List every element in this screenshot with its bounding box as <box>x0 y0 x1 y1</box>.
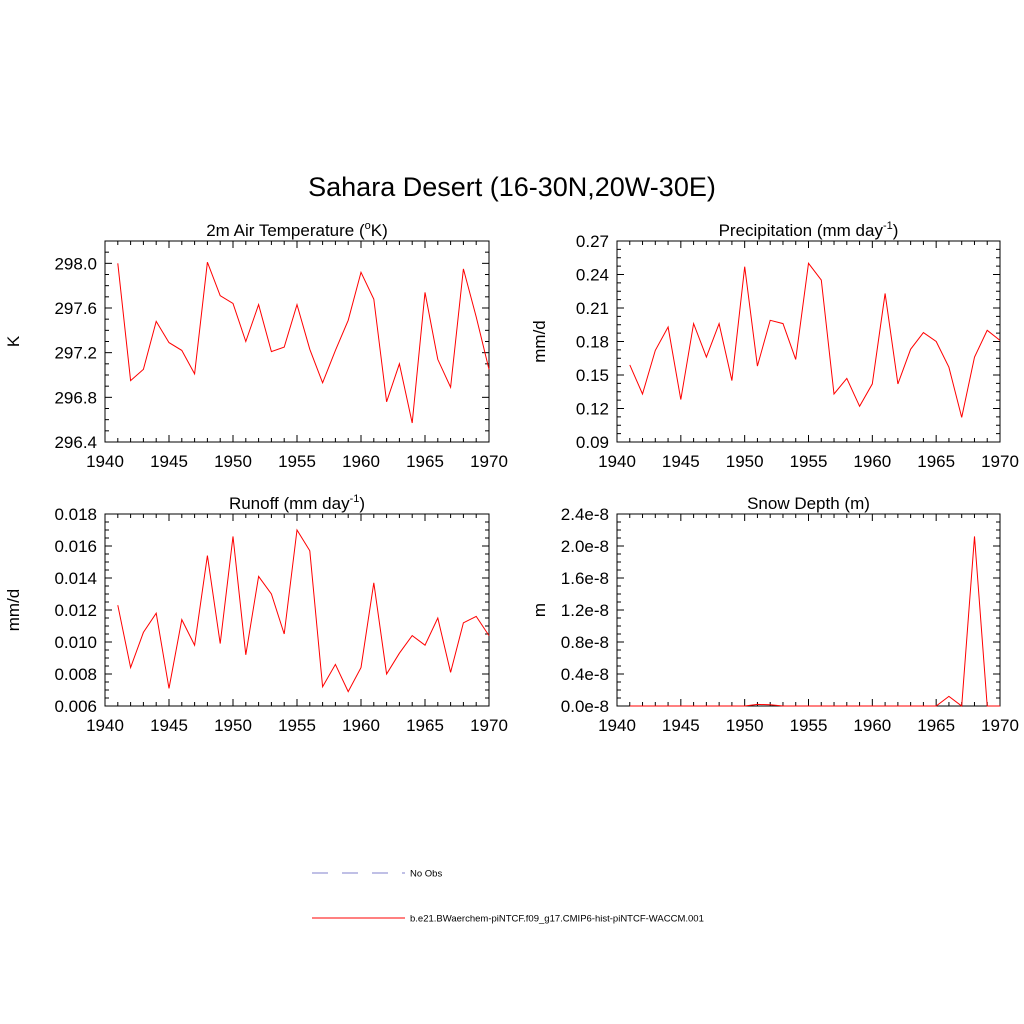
x-tick-label: 1940 <box>86 452 124 471</box>
y-axis-label: m <box>530 603 549 617</box>
y-tick-label: 0.018 <box>54 505 97 524</box>
y-tick-label: 296.4 <box>54 433 97 452</box>
x-tick-label: 1965 <box>917 452 955 471</box>
y-tick-label: 0.8e-8 <box>561 633 609 652</box>
panel-temperature: 1940 1945 1950 1955 1960 1965 1970 296.4 296.8 29… <box>4 220 508 471</box>
y-tick-label: 0.016 <box>54 537 97 556</box>
panels-group: 1940 1945 1950 1955 1960 1965 1970 296.4 296.8 29… <box>4 220 1019 735</box>
series-line-runoff <box>117 528 490 693</box>
y-tick-label: 296.8 <box>54 388 97 407</box>
x-tick-label: 1950 <box>726 452 764 471</box>
legend-label-model: b.e21.BWaerchem-piNTCF.f09_g17.CMIP6-his… <box>410 914 704 925</box>
y-tick-label: 2.4e-8 <box>561 505 609 524</box>
y-tick-label: 0.12 <box>576 400 609 419</box>
panel-title: Runoff (mm day-1) <box>229 493 365 513</box>
x-tick-label: 1945 <box>662 452 700 471</box>
panel-title-main: Precipitation (mm day <box>719 221 884 240</box>
y-tick-label: 2.0e-8 <box>561 537 609 556</box>
panel-title: Snow Depth (m) <box>747 494 870 513</box>
y-tick-label: 0.27 <box>576 232 609 251</box>
y-tick-label: 0.24 <box>576 266 609 285</box>
x-tick-label: 1955 <box>278 716 316 735</box>
x-tick-label: 1970 <box>981 716 1019 735</box>
series-line-temperature <box>117 262 490 424</box>
x-tick-label: 1945 <box>150 716 188 735</box>
panel-title: 2m Air Temperature (oK) <box>206 220 388 240</box>
x-tick-label: 1945 <box>662 716 700 735</box>
x-tick-label: 1950 <box>214 716 252 735</box>
panel-snow-depth: 1940 1945 1950 1955 1960 1965 1970 0.0e-8 0.4e-8… <box>530 494 1019 735</box>
y-tick-label: 0.0e-8 <box>561 697 609 716</box>
y-tick-label: 297.2 <box>54 344 97 363</box>
panel-title-superscript: -1 <box>350 493 360 505</box>
y-tick-label: 0.4e-8 <box>561 665 609 684</box>
panel-title-superscript: o <box>365 220 371 232</box>
panel-title-main: Runoff (mm day <box>229 494 350 513</box>
x-tick-label: 1965 <box>917 716 955 735</box>
panel-runoff: 1940 1945 1950 1955 1960 1965 1970 0.006 0.008 0.… <box>4 493 508 735</box>
y-tick-label: 0.18 <box>576 333 609 352</box>
y-tick-label: 0.09 <box>576 433 609 452</box>
x-tick-label: 1965 <box>406 452 444 471</box>
x-tick-label: 1945 <box>150 452 188 471</box>
x-tick-label: 1960 <box>853 452 891 471</box>
x-tick-label: 1970 <box>470 452 508 471</box>
x-tick-label: 1965 <box>406 716 444 735</box>
y-tick-label: 298.0 <box>54 254 97 273</box>
series-line-precipitation <box>629 262 1001 418</box>
x-tick-label: 1940 <box>86 716 124 735</box>
x-tick-label: 1955 <box>278 452 316 471</box>
y-tick-label: 0.012 <box>54 601 97 620</box>
y-tick-label: 0.006 <box>54 697 97 716</box>
x-tick-label: 1960 <box>342 452 380 471</box>
panel-precipitation: 1940 1945 1950 1955 1960 1965 1970 0.09 0.12 0.15… <box>530 220 1019 471</box>
series-line-snow-depth <box>629 536 1000 707</box>
panel-title-end: ) <box>893 221 899 240</box>
panel-title-superscript: -1 <box>883 220 893 232</box>
y-tick-label: 297.6 <box>54 299 97 318</box>
y-tick-label: 1.6e-8 <box>561 569 609 588</box>
x-tick-label: 1950 <box>214 452 252 471</box>
panel-title-main: Snow Depth (m) <box>747 494 870 513</box>
legend: No Obs b.e21.BWaerchem-piNTCF.f09_g17.CM… <box>312 869 704 925</box>
y-axis-label: mm/d <box>530 320 549 363</box>
y-axis-label: K <box>4 335 23 347</box>
figure-title: Sahara Desert (16-30N,20W-30E) <box>308 172 716 202</box>
x-tick-label: 1950 <box>726 716 764 735</box>
x-tick-label: 1955 <box>790 716 828 735</box>
panel-title-end: ) <box>359 494 365 513</box>
x-tick-label: 1960 <box>853 716 891 735</box>
panel-title: Precipitation (mm day-1) <box>719 220 899 240</box>
x-tick-label: 1955 <box>790 452 828 471</box>
panel-title-end: K) <box>371 221 388 240</box>
y-tick-label: 0.008 <box>54 665 97 684</box>
x-tick-label: 1960 <box>342 716 380 735</box>
y-tick-label: 1.2e-8 <box>561 601 609 620</box>
x-tick-label: 1940 <box>598 716 636 735</box>
y-tick-label: 0.014 <box>54 569 97 588</box>
y-tick-label: 0.010 <box>54 633 97 652</box>
x-tick-label: 1970 <box>470 716 508 735</box>
y-tick-label: 0.21 <box>576 299 609 318</box>
panel-title-main: 2m Air Temperature ( <box>206 221 365 240</box>
y-axis-label: mm/d <box>4 589 23 632</box>
x-tick-label: 1940 <box>598 452 636 471</box>
legend-label-no-obs: No Obs <box>410 869 442 880</box>
y-tick-label: 0.15 <box>576 366 609 385</box>
x-tick-label: 1970 <box>981 452 1019 471</box>
